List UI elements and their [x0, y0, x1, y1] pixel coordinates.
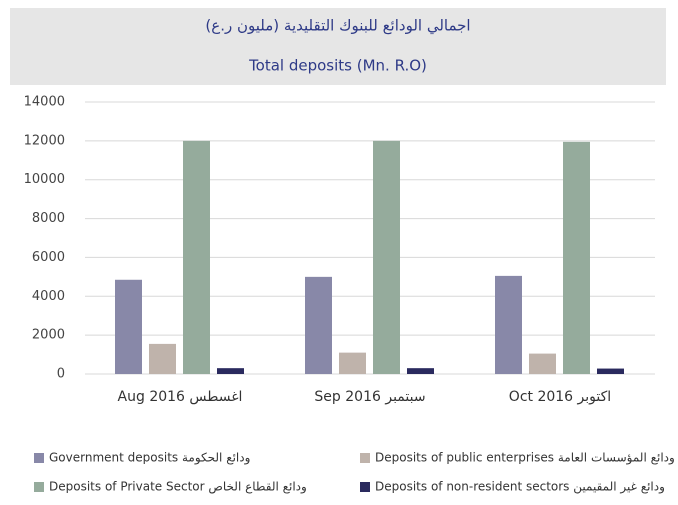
y-tick-label: 10000: [24, 172, 65, 187]
title-band: [10, 8, 666, 85]
legend-swatch: [360, 453, 370, 463]
bar: [149, 343, 176, 374]
bar: [495, 275, 522, 374]
y-tick-label: 2000: [32, 328, 65, 343]
bar: [339, 352, 366, 374]
y-tick-label: 8000: [32, 211, 65, 226]
x-tick-label: Sep 2016 سبتمبر: [314, 389, 425, 405]
x-tick-label: Aug 2016 اغسطس: [118, 389, 243, 405]
legend-label: Government deposits ودائع الحكومة: [49, 451, 250, 466]
bar: [597, 368, 624, 374]
chart-subtitle: Total deposits (Mn. R.O): [248, 57, 427, 75]
bar: [183, 140, 210, 374]
x-tick-label: Oct 2016 اكتوبر: [509, 389, 611, 405]
bar: [529, 353, 556, 374]
legend-swatch: [34, 453, 44, 463]
bar: [305, 276, 332, 374]
bar: [217, 368, 244, 374]
y-tick-label: 0: [57, 367, 65, 382]
legend-label: Deposits of Private Sector ودائع القطاع …: [49, 480, 307, 495]
chart-title: اجمالي الودائع للبنوك التقليدية (مليون ر…: [205, 17, 470, 36]
legend-label: Deposits of public enterprises ودائع الم…: [375, 451, 675, 466]
legend-label: Deposits of non-resident sectors ودائع غ…: [375, 480, 665, 495]
y-tick-label: 12000: [24, 133, 65, 148]
bar: [563, 141, 590, 374]
legend-swatch: [34, 482, 44, 492]
legend-swatch: [360, 482, 370, 492]
bar: [407, 368, 434, 374]
y-tick-label: 14000: [24, 95, 65, 110]
y-tick-label: 4000: [32, 289, 65, 304]
bar: [115, 279, 142, 374]
bar: [373, 140, 400, 374]
y-tick-label: 6000: [32, 250, 65, 265]
